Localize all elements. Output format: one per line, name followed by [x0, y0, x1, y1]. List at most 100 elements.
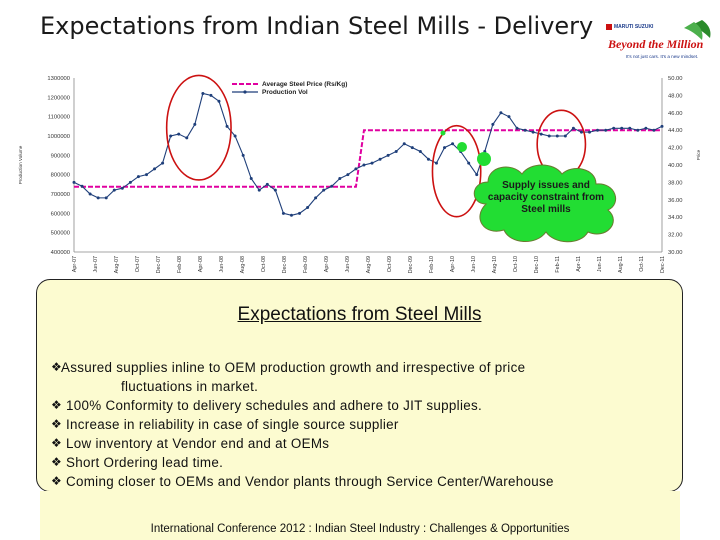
x-tick-label: Apr-07 [72, 256, 78, 272]
x-tick-label: Apr-09 [324, 256, 330, 272]
expectation-item: Coming closer to OEMs and Vendor plants … [51, 472, 671, 491]
y-right-tick-label: 44.00 [668, 128, 683, 134]
x-tick-label: Dec-10 [534, 256, 540, 273]
production-point [499, 111, 503, 115]
production-point [112, 188, 116, 192]
slide-title: Expectations from Indian Steel Mills - D… [40, 12, 594, 40]
production-point [177, 132, 181, 136]
highlight-ellipse [165, 74, 232, 181]
expectations-box: Expectations from Steel Mills Assured su… [36, 279, 683, 492]
y-left-tick-label: 900000 [51, 153, 70, 159]
production-point [96, 196, 100, 200]
production-point [161, 161, 165, 165]
x-tick-label: Apr-11 [576, 256, 582, 272]
production-point [257, 188, 261, 192]
production-point [507, 115, 511, 119]
x-tick-label: Jun-07 [93, 256, 99, 272]
production-point [644, 126, 648, 130]
x-tick-label: Jun-10 [471, 256, 477, 272]
x-tick-label: Jun-11 [597, 256, 603, 272]
production-point [620, 126, 624, 130]
x-tick-label: Dec-07 [156, 256, 162, 273]
x-tick-label: Apr-10 [450, 256, 456, 272]
production-point [72, 180, 76, 184]
y-left-axis-label: Production Volume [18, 145, 23, 184]
production-point [322, 188, 326, 192]
production-point [418, 149, 422, 153]
y-left-tick-label: 400000 [51, 250, 70, 256]
production-point [289, 213, 293, 217]
y-right-tick-label: 46.00 [668, 111, 683, 117]
callout-bubble [477, 152, 491, 166]
maruti-logo: MARUTI SUZUKI Beyond the Million It's no… [604, 18, 716, 64]
production-point [281, 211, 285, 215]
production-point [523, 128, 527, 132]
highlight-ellipse [431, 124, 482, 218]
production-point [555, 134, 559, 138]
production-price-chart: 400000 500000 600000 700000 800000 900000 1000… [18, 74, 701, 273]
production-point [104, 196, 108, 200]
x-tick-label: Feb-08 [177, 256, 183, 273]
production-point [225, 124, 229, 128]
y-right-tick-label: 36.00 [668, 198, 683, 204]
y-right-tick-label: 50.00 [668, 76, 683, 82]
production-point [515, 126, 519, 130]
callout-text: Supply issues and capacity constraint fr… [487, 180, 605, 215]
y-left-tick-label: 1300000 [47, 76, 70, 82]
x-tick-label: Oct-10 [513, 256, 519, 272]
production-point [193, 122, 197, 126]
production-point [386, 153, 390, 157]
production-point [467, 161, 471, 165]
x-tick-label: Oct-09 [387, 256, 393, 272]
production-point [563, 134, 567, 138]
y-right-tick-label: 32.00 [668, 233, 683, 239]
x-tick-label: Aug-09 [366, 256, 372, 273]
production-point [136, 175, 140, 179]
x-tick-label: Aug-11 [618, 256, 624, 273]
callout-bubble [457, 142, 467, 152]
production-point [579, 130, 583, 134]
production-point [451, 142, 455, 146]
production-point [370, 161, 374, 165]
x-tick-label: Feb-09 [303, 256, 309, 273]
x-tick-label: Aug-08 [240, 256, 246, 273]
expectation-item: 100% Conformity to delivery schedules an… [51, 396, 671, 415]
x-tick-label: Oct-08 [261, 256, 267, 272]
production-point [612, 126, 616, 130]
price-series-line [74, 129, 662, 188]
x-tick-label: Apr-08 [198, 256, 204, 272]
y-right-tick-label: 40.00 [668, 163, 683, 169]
expectations-heading: Expectations from Steel Mills [237, 304, 482, 325]
production-point [426, 157, 430, 161]
production-point [185, 136, 189, 140]
production-point [443, 146, 447, 150]
legend-price-label: Average Steel Price (Rs/Kg) [262, 81, 347, 88]
production-point [346, 173, 350, 177]
production-point [330, 184, 334, 188]
y-right-tick-label: 34.00 [668, 215, 683, 221]
y-left-tick-label: 1000000 [47, 134, 70, 140]
production-point [233, 134, 237, 138]
x-tick-label: Dec-08 [282, 256, 288, 273]
y-left-tick-label: 600000 [51, 211, 70, 217]
x-tick-label: Feb-11 [555, 256, 561, 273]
production-point [153, 167, 157, 171]
production-point [88, 192, 92, 196]
callout-cloud [473, 164, 617, 243]
production-point [378, 157, 382, 161]
y-left-tick-label: 1200000 [47, 95, 70, 101]
y-left-tick-label: 700000 [51, 192, 70, 198]
production-point [434, 161, 438, 165]
production-point [394, 149, 398, 153]
x-tick-label: Jun-09 [345, 256, 351, 272]
production-point [531, 130, 535, 134]
x-tick-label: Aug-07 [114, 256, 120, 273]
expectation-item: Assured supplies inline to OEM productio… [51, 358, 671, 396]
production-point [539, 132, 543, 136]
callout-bubble [440, 130, 446, 136]
svg-text:MARUTI SUZUKI: MARUTI SUZUKI [614, 24, 654, 30]
production-point [169, 134, 173, 138]
production-point [547, 134, 551, 138]
production-point [362, 163, 366, 167]
y-left-tick-label: 800000 [51, 173, 70, 179]
